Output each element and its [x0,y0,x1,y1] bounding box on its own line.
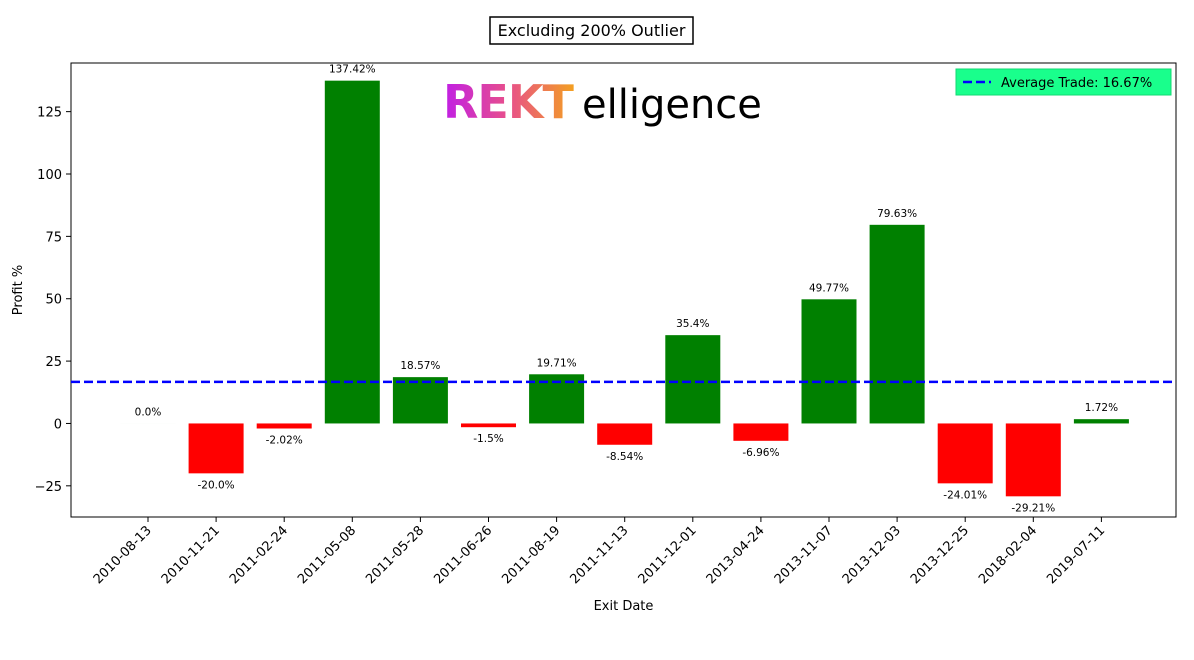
x-tick-label: 2010-08-13 [91,523,155,587]
chart-title: Excluding 200% Outlier [498,21,686,40]
bar-value-label: 1.72% [1085,402,1118,414]
x-tick-label: 2011-05-08 [295,523,359,587]
y-tick-label: 25 [45,355,62,370]
bar [256,423,312,429]
bar [1005,423,1061,497]
bar-value-label: -20.0% [198,479,235,491]
bar-value-label: -6.96% [742,447,779,459]
bar-value-label: -8.54% [606,451,643,463]
y-tick-label: −25 [35,480,62,495]
bar [597,423,653,445]
bar-value-label: -1.5% [473,433,503,445]
x-tick-label: 2011-11-13 [567,523,631,587]
bar-value-label: -24.01% [943,489,987,501]
bar-value-label: 19.71% [537,357,577,369]
bar [461,423,516,428]
x-tick-label: 2019-07-11 [1044,523,1108,587]
y-tick-label: 75 [45,230,62,245]
chart-title-group: Excluding 200% Outlier [489,16,694,45]
legend-average-label: Average Trade: 16.67% [1001,76,1152,91]
x-axis: 2010-08-13 2010-11-21 2011-02-24 2011-05-08… [91,517,1108,587]
rekt-logo: REKT elligence [443,75,762,129]
value-labels-group: 0.0% -20.0% -2.02% 137.42% 18.57% -1.5% 19.71%… [135,64,1118,515]
y-tick-label: 50 [45,293,62,308]
bar [392,377,448,424]
bar-value-label: -2.02% [266,434,303,446]
x-tick-label: 2013-12-25 [908,523,972,587]
bar [665,335,721,424]
x-tick-label: 2013-11-07 [772,523,836,587]
x-tick-label: 2011-06-26 [431,523,495,587]
y-tick-label: 0 [54,417,62,432]
y-tick-label: 125 [37,106,62,121]
bar-value-label: 79.63% [877,208,917,220]
x-tick-label: 2013-04-24 [704,523,768,587]
bar [324,80,380,424]
bar [937,423,993,484]
plot-frame [70,62,1177,518]
chart-title-box [489,16,694,45]
y-tick-label: 100 [37,168,62,183]
legend: Average Trade: 16.67% [955,68,1172,96]
bar [188,423,244,474]
bar-value-label: 137.42% [329,64,376,76]
y-axis-label: Profit % [11,265,26,315]
logo-elligence-text: elligence [582,82,762,128]
x-tick-label: 2011-05-28 [363,523,427,587]
x-tick-label: 2011-12-01 [636,523,700,587]
bar [1073,419,1129,424]
x-tick-label: 2013-12-03 [840,523,904,587]
bar [869,224,925,424]
legend-box [955,68,1172,96]
logo-rekt-text: REKT [443,75,574,129]
x-tick-label: 2011-02-24 [227,523,291,587]
x-axis-label: Exit Date [594,599,654,614]
bar-value-label: 35.4% [676,318,709,330]
bar-value-label: 0.0% [135,406,162,418]
bar-value-label: 49.77% [809,282,849,294]
bar-value-label: -29.21% [1011,502,1055,514]
bar [801,299,857,424]
x-tick-label: 2010-11-21 [159,523,223,587]
x-tick-label: 2011-08-19 [499,523,563,587]
bar [733,423,789,441]
y-axis: −25 0 25 50 75 100 125 [35,106,71,495]
x-tick-label: 2018-02-04 [976,523,1040,587]
bar-value-label: 18.57% [400,360,440,372]
